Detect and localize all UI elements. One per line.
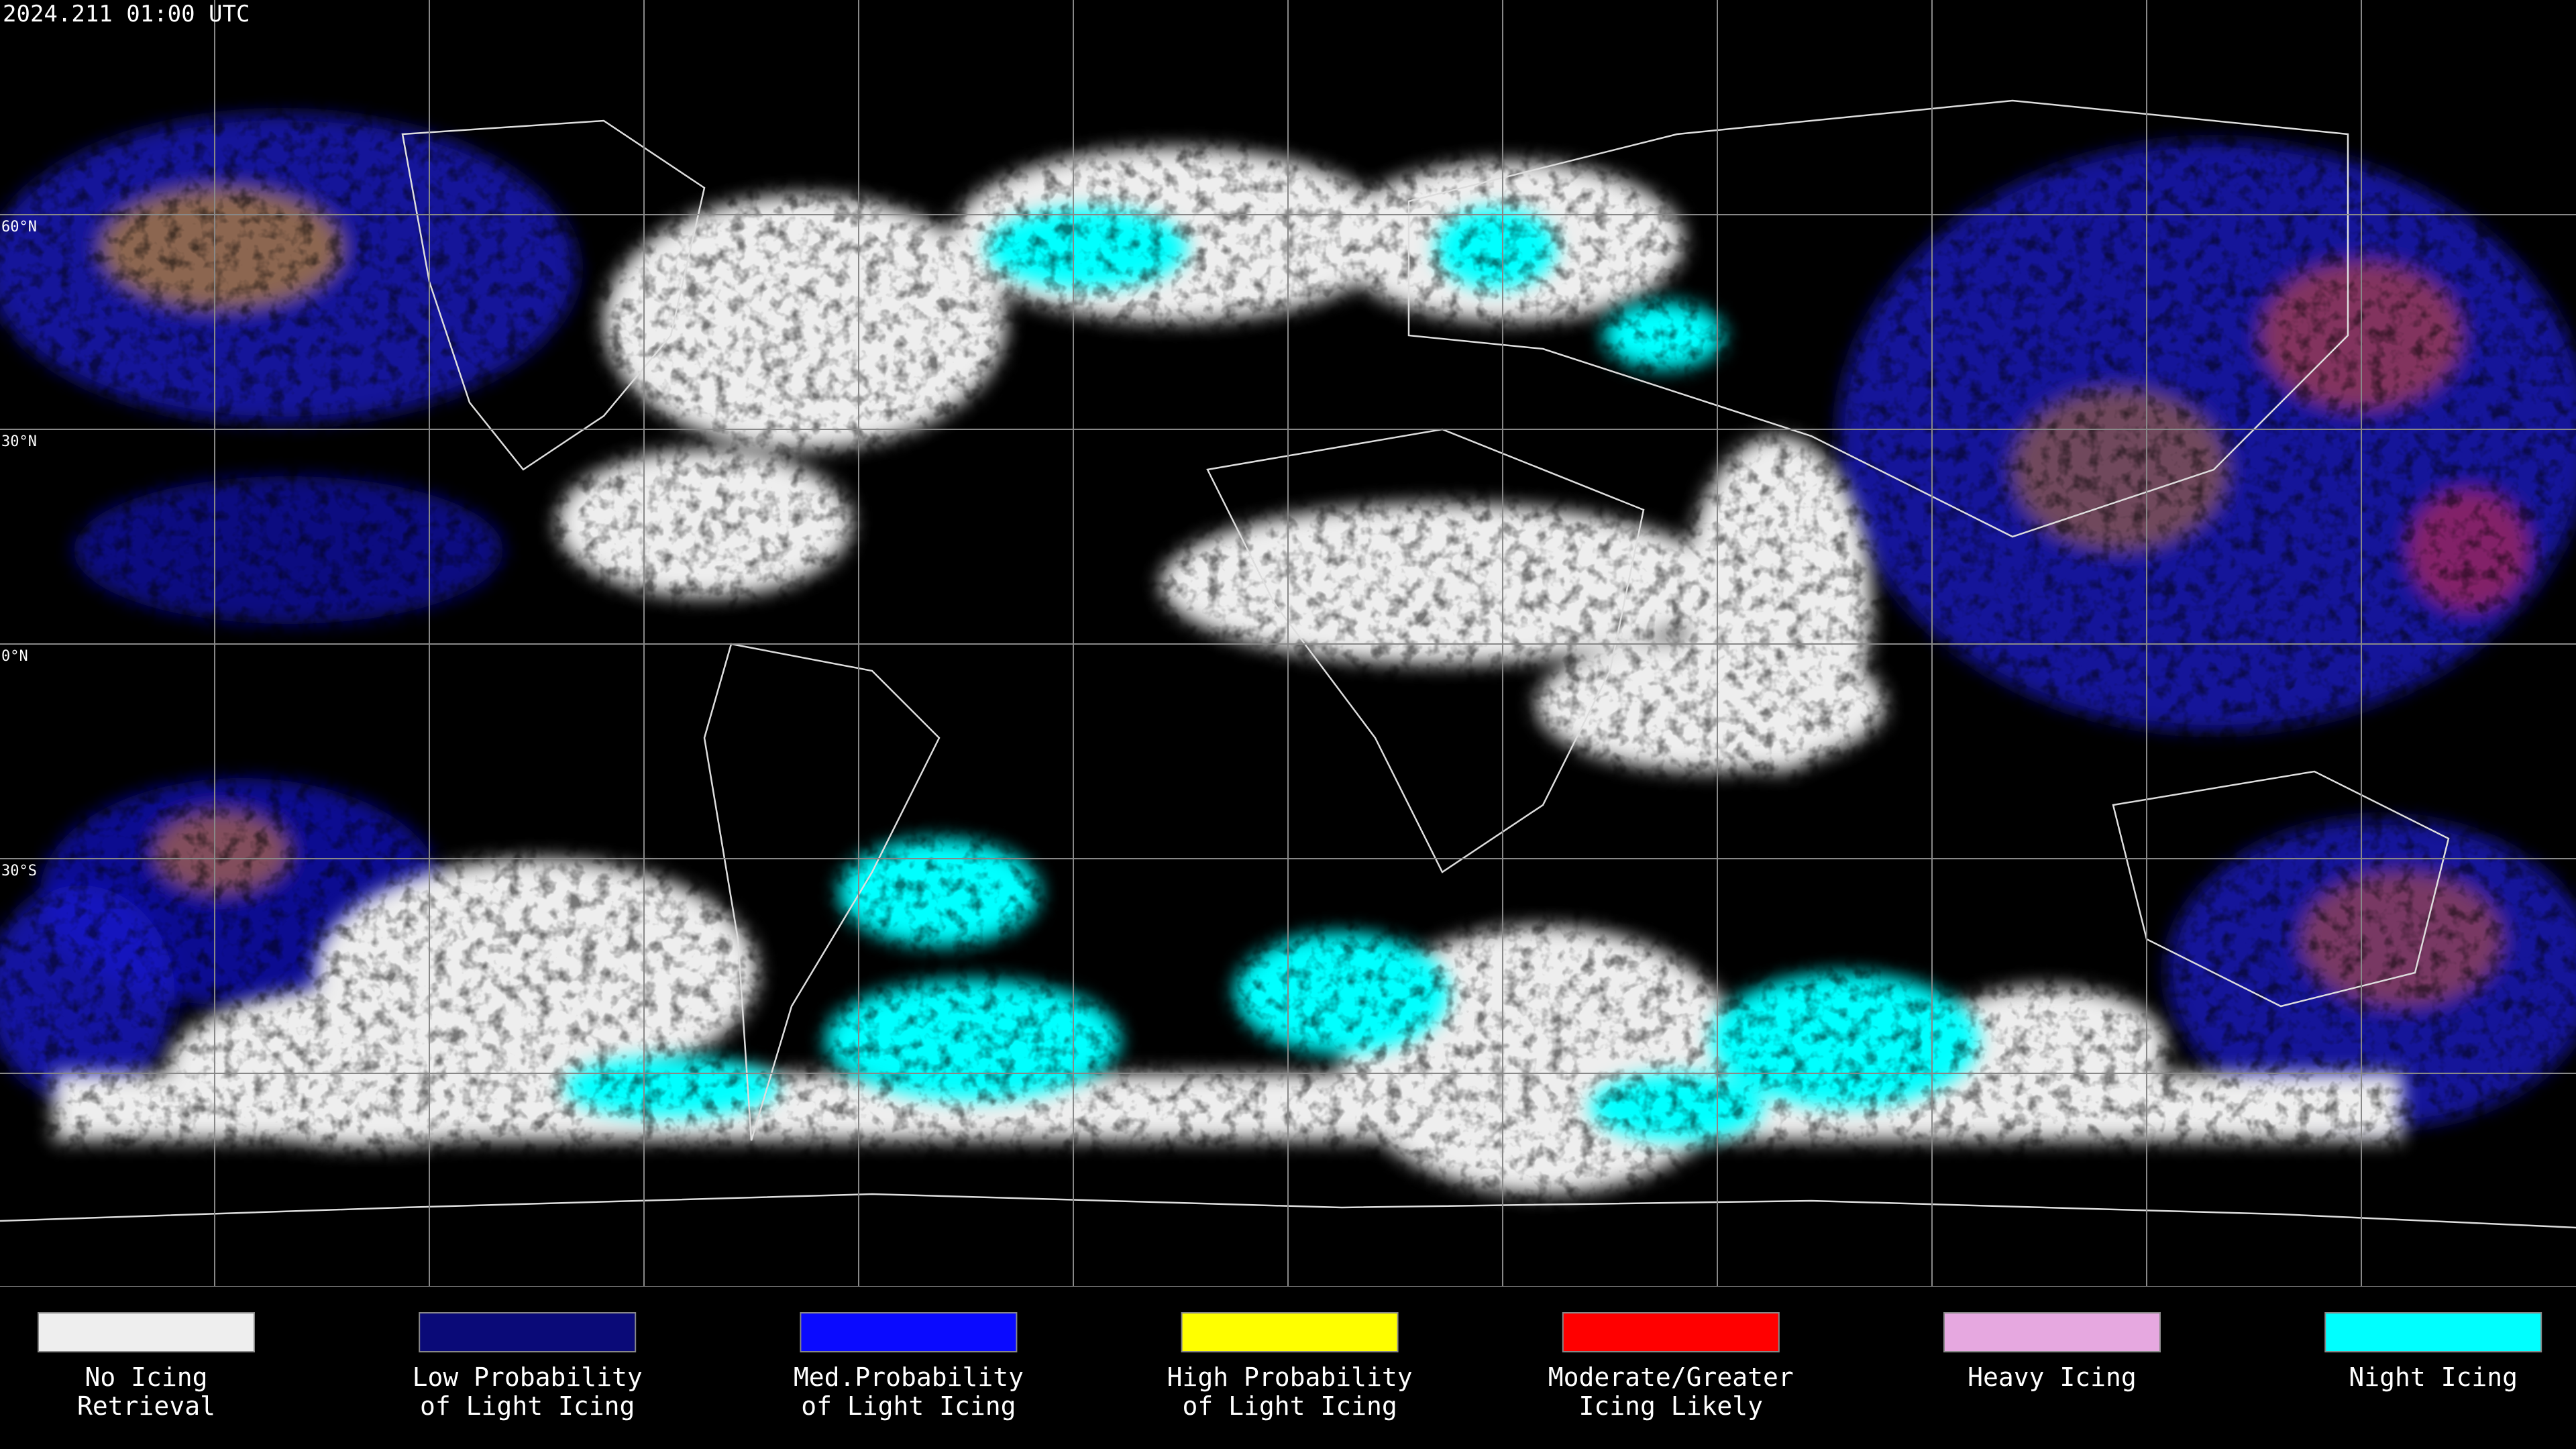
legend-label: High Probability — [1167, 1362, 1413, 1392]
legend-swatch — [800, 1312, 1018, 1352]
legend-label: of Light Icing — [420, 1391, 635, 1421]
legend-label: Moderate/Greater — [1548, 1362, 1794, 1392]
latitude-label: 60°N — [1, 219, 37, 235]
legend-swatch — [1943, 1312, 2161, 1352]
legend-swatch — [2324, 1312, 2542, 1352]
latitude-label: 0°N — [1, 648, 28, 665]
legend-swatch — [38, 1312, 255, 1352]
timestamp: 2024.211 01:00 UTC — [3, 1, 250, 28]
legend-label: Retrieval — [77, 1391, 215, 1421]
legend-swatch — [1181, 1312, 1399, 1352]
latitude-label: 30°N — [1, 433, 37, 450]
coastlines — [0, 99, 2576, 1229]
latitude-labels: 60°N 30°N 0°N 30°S — [1, 219, 37, 879]
legend-label: Med.Probability — [794, 1362, 1024, 1392]
legend-label: Night Icing — [2349, 1362, 2518, 1392]
legend-swatch — [1562, 1312, 1780, 1352]
legend-label: Low Probability — [413, 1362, 643, 1392]
latitude-label: 30°S — [1, 863, 37, 879]
graticule — [0, 0, 2576, 1287]
legend-swatch — [419, 1312, 637, 1352]
legend-label: Heavy Icing — [1968, 1362, 2137, 1392]
legend-label: No Icing — [85, 1362, 207, 1392]
legend-label: of Light Icing — [801, 1391, 1016, 1421]
legend-label: of Light Icing — [1182, 1391, 1397, 1421]
legend-label: Icing Likely — [1579, 1391, 1764, 1421]
